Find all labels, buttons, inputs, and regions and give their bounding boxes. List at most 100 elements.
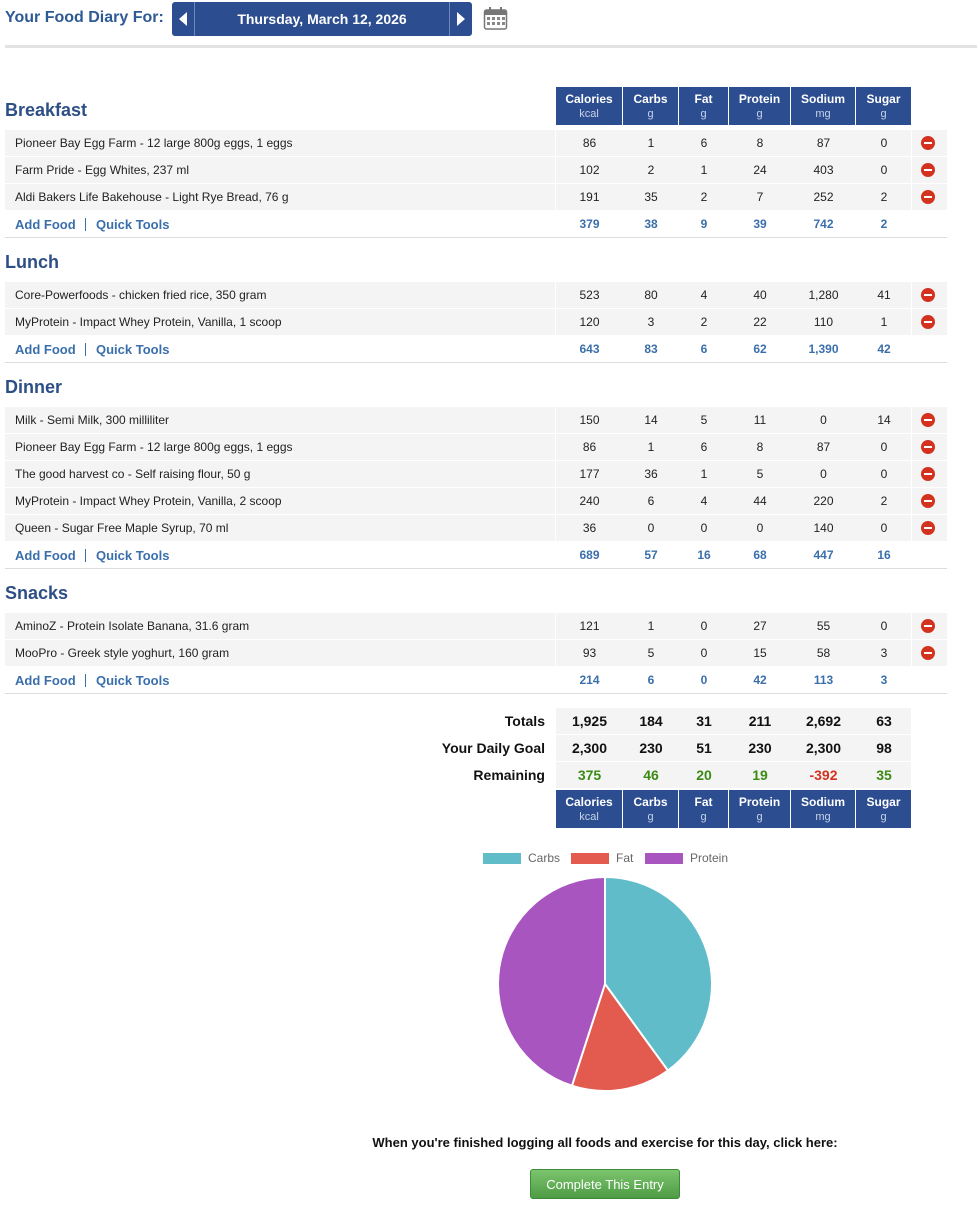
- cell-value: 184: [639, 713, 663, 729]
- cell-value: 22: [753, 315, 767, 329]
- delete-button[interactable]: [921, 467, 935, 481]
- column-header: [729, 790, 790, 828]
- cell-value: 0: [756, 521, 764, 535]
- food-row-divider: [555, 640, 556, 666]
- divider: [5, 45, 977, 48]
- link-separator: [85, 218, 86, 231]
- cell-value: 36: [582, 521, 597, 535]
- cell-value: 80: [644, 288, 658, 302]
- food-row: [5, 640, 947, 666]
- cell-value: 230: [748, 740, 772, 756]
- cell-value: 14: [877, 413, 891, 427]
- next-day-button[interactable]: [449, 2, 472, 36]
- delete-button[interactable]: [921, 619, 935, 633]
- cell-value: 38: [644, 217, 658, 231]
- cell-value: 0: [647, 521, 655, 535]
- cell-value: 42: [877, 342, 891, 356]
- delete-button[interactable]: [921, 288, 935, 302]
- cell-value: 6: [700, 342, 708, 356]
- cell-value: 98: [876, 740, 892, 756]
- column-unit: kcal: [579, 107, 599, 120]
- add-food-link[interactable]: Add Food: [15, 672, 76, 688]
- cell-value: 3: [647, 315, 655, 329]
- delete-icon: [924, 142, 932, 144]
- quick-tools-link[interactable]: Quick Tools: [96, 216, 170, 232]
- cell-value: 2,692: [805, 713, 842, 729]
- cell-value: 58: [816, 646, 831, 660]
- cell-value: 1: [880, 315, 888, 329]
- cell-value: 0: [880, 136, 888, 150]
- column-header: [729, 87, 790, 125]
- cell-value: 220: [813, 494, 834, 508]
- delete-button[interactable]: [921, 440, 935, 454]
- delete-icon: [924, 473, 932, 475]
- cell-value: 6: [700, 136, 708, 150]
- cell-value: 0: [880, 619, 888, 633]
- cell-value: 4: [700, 288, 708, 302]
- food-row: [5, 184, 947, 210]
- cell-value: -392: [809, 767, 838, 783]
- legend-label: Carbs: [528, 851, 560, 865]
- add-food-link[interactable]: Add Food: [15, 341, 76, 357]
- cell-value: 140: [813, 521, 834, 535]
- cell-value: 4: [700, 494, 708, 508]
- cell-value: 27: [753, 619, 767, 633]
- food-row: [5, 157, 947, 183]
- date-nav: [172, 2, 472, 36]
- cell-value: 121: [579, 619, 600, 633]
- cell-value: 0: [880, 467, 888, 481]
- summary-row: [556, 735, 911, 761]
- delete-icon: [924, 446, 932, 448]
- cell-value: 14: [644, 413, 658, 427]
- food-row: [5, 434, 947, 460]
- column-name: Fat: [694, 795, 713, 809]
- delete-button[interactable]: [921, 413, 935, 427]
- delete-button[interactable]: [921, 646, 935, 660]
- quick-tools-link[interactable]: Quick Tools: [96, 341, 170, 357]
- summary-row: [556, 762, 911, 788]
- pie-slice: [570, 981, 670, 1092]
- complete-entry-button[interactable]: Complete This Entry: [530, 1169, 680, 1199]
- delete-button[interactable]: [921, 494, 935, 508]
- column-unit: g: [756, 810, 763, 823]
- summary-label: Remaining: [473, 767, 545, 783]
- food-row-divider: [555, 282, 556, 308]
- quick-tools-link[interactable]: Quick Tools: [96, 547, 170, 563]
- totals-row: [5, 568, 947, 569]
- quick-tools-link[interactable]: Quick Tools: [96, 672, 170, 688]
- add-food-link[interactable]: Add Food: [15, 547, 76, 563]
- food-row-divider: [555, 157, 556, 183]
- column-unit: g: [880, 107, 887, 120]
- macro-pie-chart: Carbs Fat Protein: [483, 851, 728, 1092]
- cell-value: 1: [647, 136, 655, 150]
- food-name: MyProtein - Impact Whey Protein, Vanilla…: [15, 315, 282, 329]
- delete-button[interactable]: [921, 315, 935, 329]
- cell-value: 55: [816, 619, 831, 633]
- totals-row: [5, 237, 947, 238]
- food-name: Milk - Semi Milk, 300 milliliter: [15, 413, 170, 427]
- cell-value: 40: [753, 288, 767, 302]
- food-name: MyProtein - Impact Whey Protein, Vanilla…: [15, 494, 282, 508]
- prev-day-button[interactable]: [172, 2, 195, 36]
- add-food-link[interactable]: Add Food: [15, 216, 76, 232]
- delete-button[interactable]: [921, 136, 935, 150]
- cell-value: 6: [700, 440, 708, 454]
- food-row-divider: [555, 613, 556, 639]
- food-row-divider: [555, 461, 556, 487]
- column-header: [856, 87, 911, 125]
- cell-value: 0: [880, 521, 888, 535]
- food-row: [5, 282, 947, 308]
- cell-value: 2: [880, 494, 888, 508]
- cell-value: 5: [700, 413, 708, 427]
- delete-button[interactable]: [921, 521, 935, 535]
- food-row-divider: [555, 184, 556, 210]
- delete-button[interactable]: [921, 190, 935, 204]
- calendar-icon[interactable]: [483, 6, 508, 31]
- cell-value: 15: [753, 646, 767, 660]
- delete-button[interactable]: [921, 163, 935, 177]
- cell-value: 16: [877, 548, 891, 562]
- column-header: [791, 790, 855, 828]
- date-label: Thursday, March 12, 2026: [237, 11, 407, 27]
- legend-label: Fat: [616, 851, 634, 865]
